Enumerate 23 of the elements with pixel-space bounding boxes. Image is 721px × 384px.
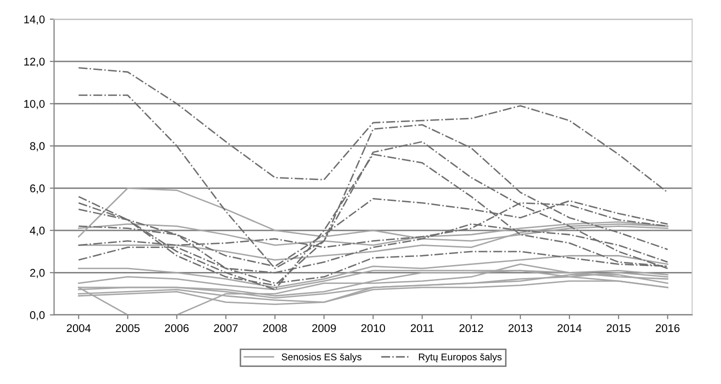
x-tick-label: 2008 xyxy=(263,324,287,332)
x-tick-label: 2012 xyxy=(459,324,484,332)
legend-label: Rytų Europos šalys xyxy=(418,353,502,362)
x-tick-label: 2007 xyxy=(214,324,238,332)
y-tick-label: 2,0 xyxy=(30,268,45,278)
y-tick-label: 14,0 xyxy=(24,15,45,25)
x-tick-label: 2013 xyxy=(508,324,532,332)
y-tick-label: 0,0 xyxy=(30,311,45,320)
y-tick-label: 4,0 xyxy=(30,226,45,236)
y-tick-label: 12,0 xyxy=(24,58,45,67)
x-tick-label: 2010 xyxy=(361,324,386,332)
x-tick-label: 2005 xyxy=(116,324,140,332)
x-tick-label: 2006 xyxy=(164,324,189,332)
x-tick-label: 2015 xyxy=(606,324,630,332)
x-tick-label: 2016 xyxy=(656,324,680,332)
x-tick-label: 2004 xyxy=(66,324,91,332)
legend-label: Senosios ES šalys xyxy=(282,353,362,362)
x-tick-label: 2011 xyxy=(410,324,434,332)
x-tick-label: 2014 xyxy=(558,324,582,332)
y-tick-label: 8,0 xyxy=(30,142,45,152)
y-tick-label: 6,0 xyxy=(30,184,45,194)
y-tick-label: 10,0 xyxy=(24,100,45,110)
x-tick-label: 2009 xyxy=(312,324,336,332)
